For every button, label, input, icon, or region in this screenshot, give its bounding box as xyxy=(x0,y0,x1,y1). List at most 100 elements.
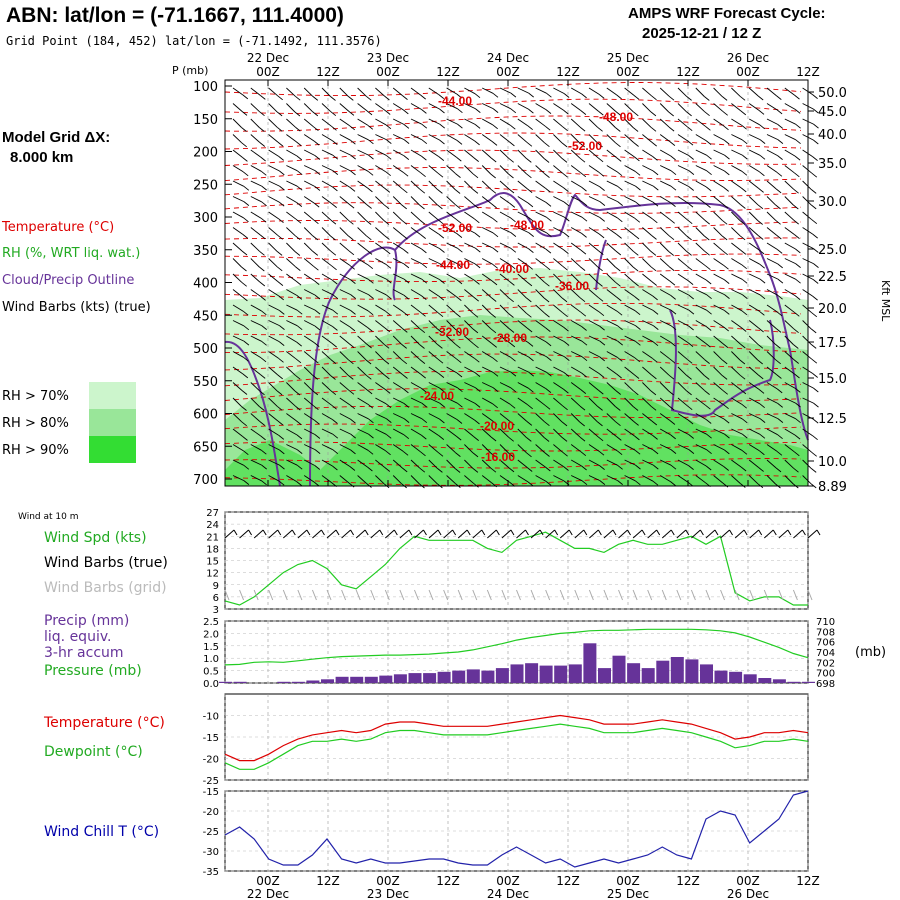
wind-barb-flag xyxy=(402,95,408,100)
wind-barb xyxy=(428,180,443,194)
wind-barb-flag xyxy=(617,340,623,346)
wind-barb-flag xyxy=(563,341,570,346)
height-tick-label: 8.89 xyxy=(818,480,847,495)
wind-barb xyxy=(268,134,284,147)
wind-barb-shaft xyxy=(321,211,332,221)
wind-barb-shaft xyxy=(606,103,617,112)
wind-barb-shaft xyxy=(250,196,262,203)
wind-barb-shaft xyxy=(535,134,545,144)
wind-barb xyxy=(606,242,622,256)
wind-barb-shaft xyxy=(624,397,634,407)
wind-barb xyxy=(250,211,267,223)
wind-barb-flag xyxy=(368,294,374,299)
wind-barb-shaft xyxy=(570,320,582,327)
wind-barb-shaft xyxy=(659,196,671,203)
wind-barb xyxy=(339,118,355,131)
wind-barb-flag xyxy=(314,186,321,191)
wind-barb-shaft xyxy=(375,273,387,280)
wind-barb-shaft xyxy=(446,459,456,469)
wind-barb xyxy=(624,320,641,330)
wind-barb-shaft xyxy=(232,397,242,407)
wind-barb xyxy=(464,413,480,425)
wind-barb xyxy=(713,413,730,424)
wind-barb-shaft xyxy=(713,397,724,406)
wind-barb-flag xyxy=(562,451,568,457)
wind-barb xyxy=(428,242,445,253)
wind-barb-flag xyxy=(775,359,781,365)
wind-barb xyxy=(695,165,712,176)
wind-barb-flag xyxy=(723,125,729,131)
wind-barb-flag xyxy=(439,279,445,284)
wind-barb-flag xyxy=(492,92,499,98)
wind-barb-flag xyxy=(401,219,408,225)
wind-barb-true xyxy=(282,529,293,539)
wind-barb-flag xyxy=(739,374,746,380)
wind-barb xyxy=(802,320,817,334)
temperature-tick-label: -20 xyxy=(203,755,219,766)
wind-barb xyxy=(535,227,552,238)
wind-barb-flag xyxy=(757,220,763,225)
wind-barb xyxy=(232,103,248,116)
wind-barb-shaft xyxy=(748,366,759,376)
wind-barb xyxy=(268,320,285,330)
wind-barb-shaft xyxy=(695,103,705,113)
wind-barb-flag xyxy=(295,280,302,286)
wind-barb xyxy=(250,118,265,132)
wind-barb xyxy=(410,87,426,100)
wind-barb xyxy=(250,180,267,191)
isotherm-line xyxy=(225,336,802,354)
wind-barb-shaft xyxy=(731,428,743,435)
wind-barb xyxy=(766,351,781,365)
wind-barb-shaft xyxy=(749,413,761,420)
wind-barb-shaft xyxy=(286,304,298,311)
wind10m-tick-label: 21 xyxy=(206,532,219,543)
wind-barb-flag xyxy=(776,109,783,115)
wind-barb-shaft xyxy=(695,397,706,406)
wind-barb-shaft xyxy=(499,320,510,329)
wind-barb xyxy=(499,180,515,194)
wind-barb xyxy=(642,382,657,396)
wind-barb xyxy=(624,118,639,132)
wind-barb xyxy=(357,413,374,424)
wind-barb-flag xyxy=(314,294,321,300)
wind-barb xyxy=(660,459,677,470)
wind-barb-shaft xyxy=(784,397,796,404)
wind-barb-shaft xyxy=(446,428,457,437)
wind-barb-flag xyxy=(439,402,445,408)
wind-barb-true xyxy=(647,529,658,539)
wind-barb xyxy=(517,335,534,347)
wind-barb xyxy=(624,258,639,272)
wind-barb xyxy=(321,366,336,380)
wind-barb-shaft xyxy=(624,475,636,482)
wind-barb-flag xyxy=(277,95,283,101)
windchill-tick-label: -20 xyxy=(203,807,219,818)
wind-barb-flag xyxy=(384,374,390,380)
wind-barb-flag xyxy=(561,421,568,427)
wind-barb-flag xyxy=(561,297,568,303)
wind-barb-flag xyxy=(579,436,586,442)
wind-barb xyxy=(606,304,623,316)
wind-barb-grid xyxy=(457,589,463,601)
wind-barb xyxy=(392,242,409,254)
wind-barb-flag xyxy=(508,313,514,318)
wind-barb-flag xyxy=(455,452,461,457)
wind-barb-true xyxy=(384,529,395,539)
wind-barb-shaft xyxy=(446,227,458,234)
wind-barb-flag xyxy=(401,204,407,210)
wind-barb xyxy=(695,428,712,439)
wind-barb-shaft xyxy=(232,475,245,482)
wind-barb xyxy=(784,87,800,100)
wind-barb xyxy=(446,459,461,473)
wind-barb-flag xyxy=(616,171,623,177)
wind-barb-shaft xyxy=(286,211,297,220)
wind-barb-shaft xyxy=(357,211,367,221)
isotherm-line xyxy=(224,149,802,166)
wind-barb-shaft xyxy=(624,444,636,451)
wind-barb-shaft xyxy=(250,103,260,113)
wind-barb-flag xyxy=(314,449,321,454)
wind-barb-grid xyxy=(501,589,507,601)
bottom-hour-label: 00Z xyxy=(376,874,400,888)
wind-barb-shaft xyxy=(642,304,654,311)
wind-barb-shaft xyxy=(731,211,741,221)
wind-barb-shaft xyxy=(481,289,492,298)
